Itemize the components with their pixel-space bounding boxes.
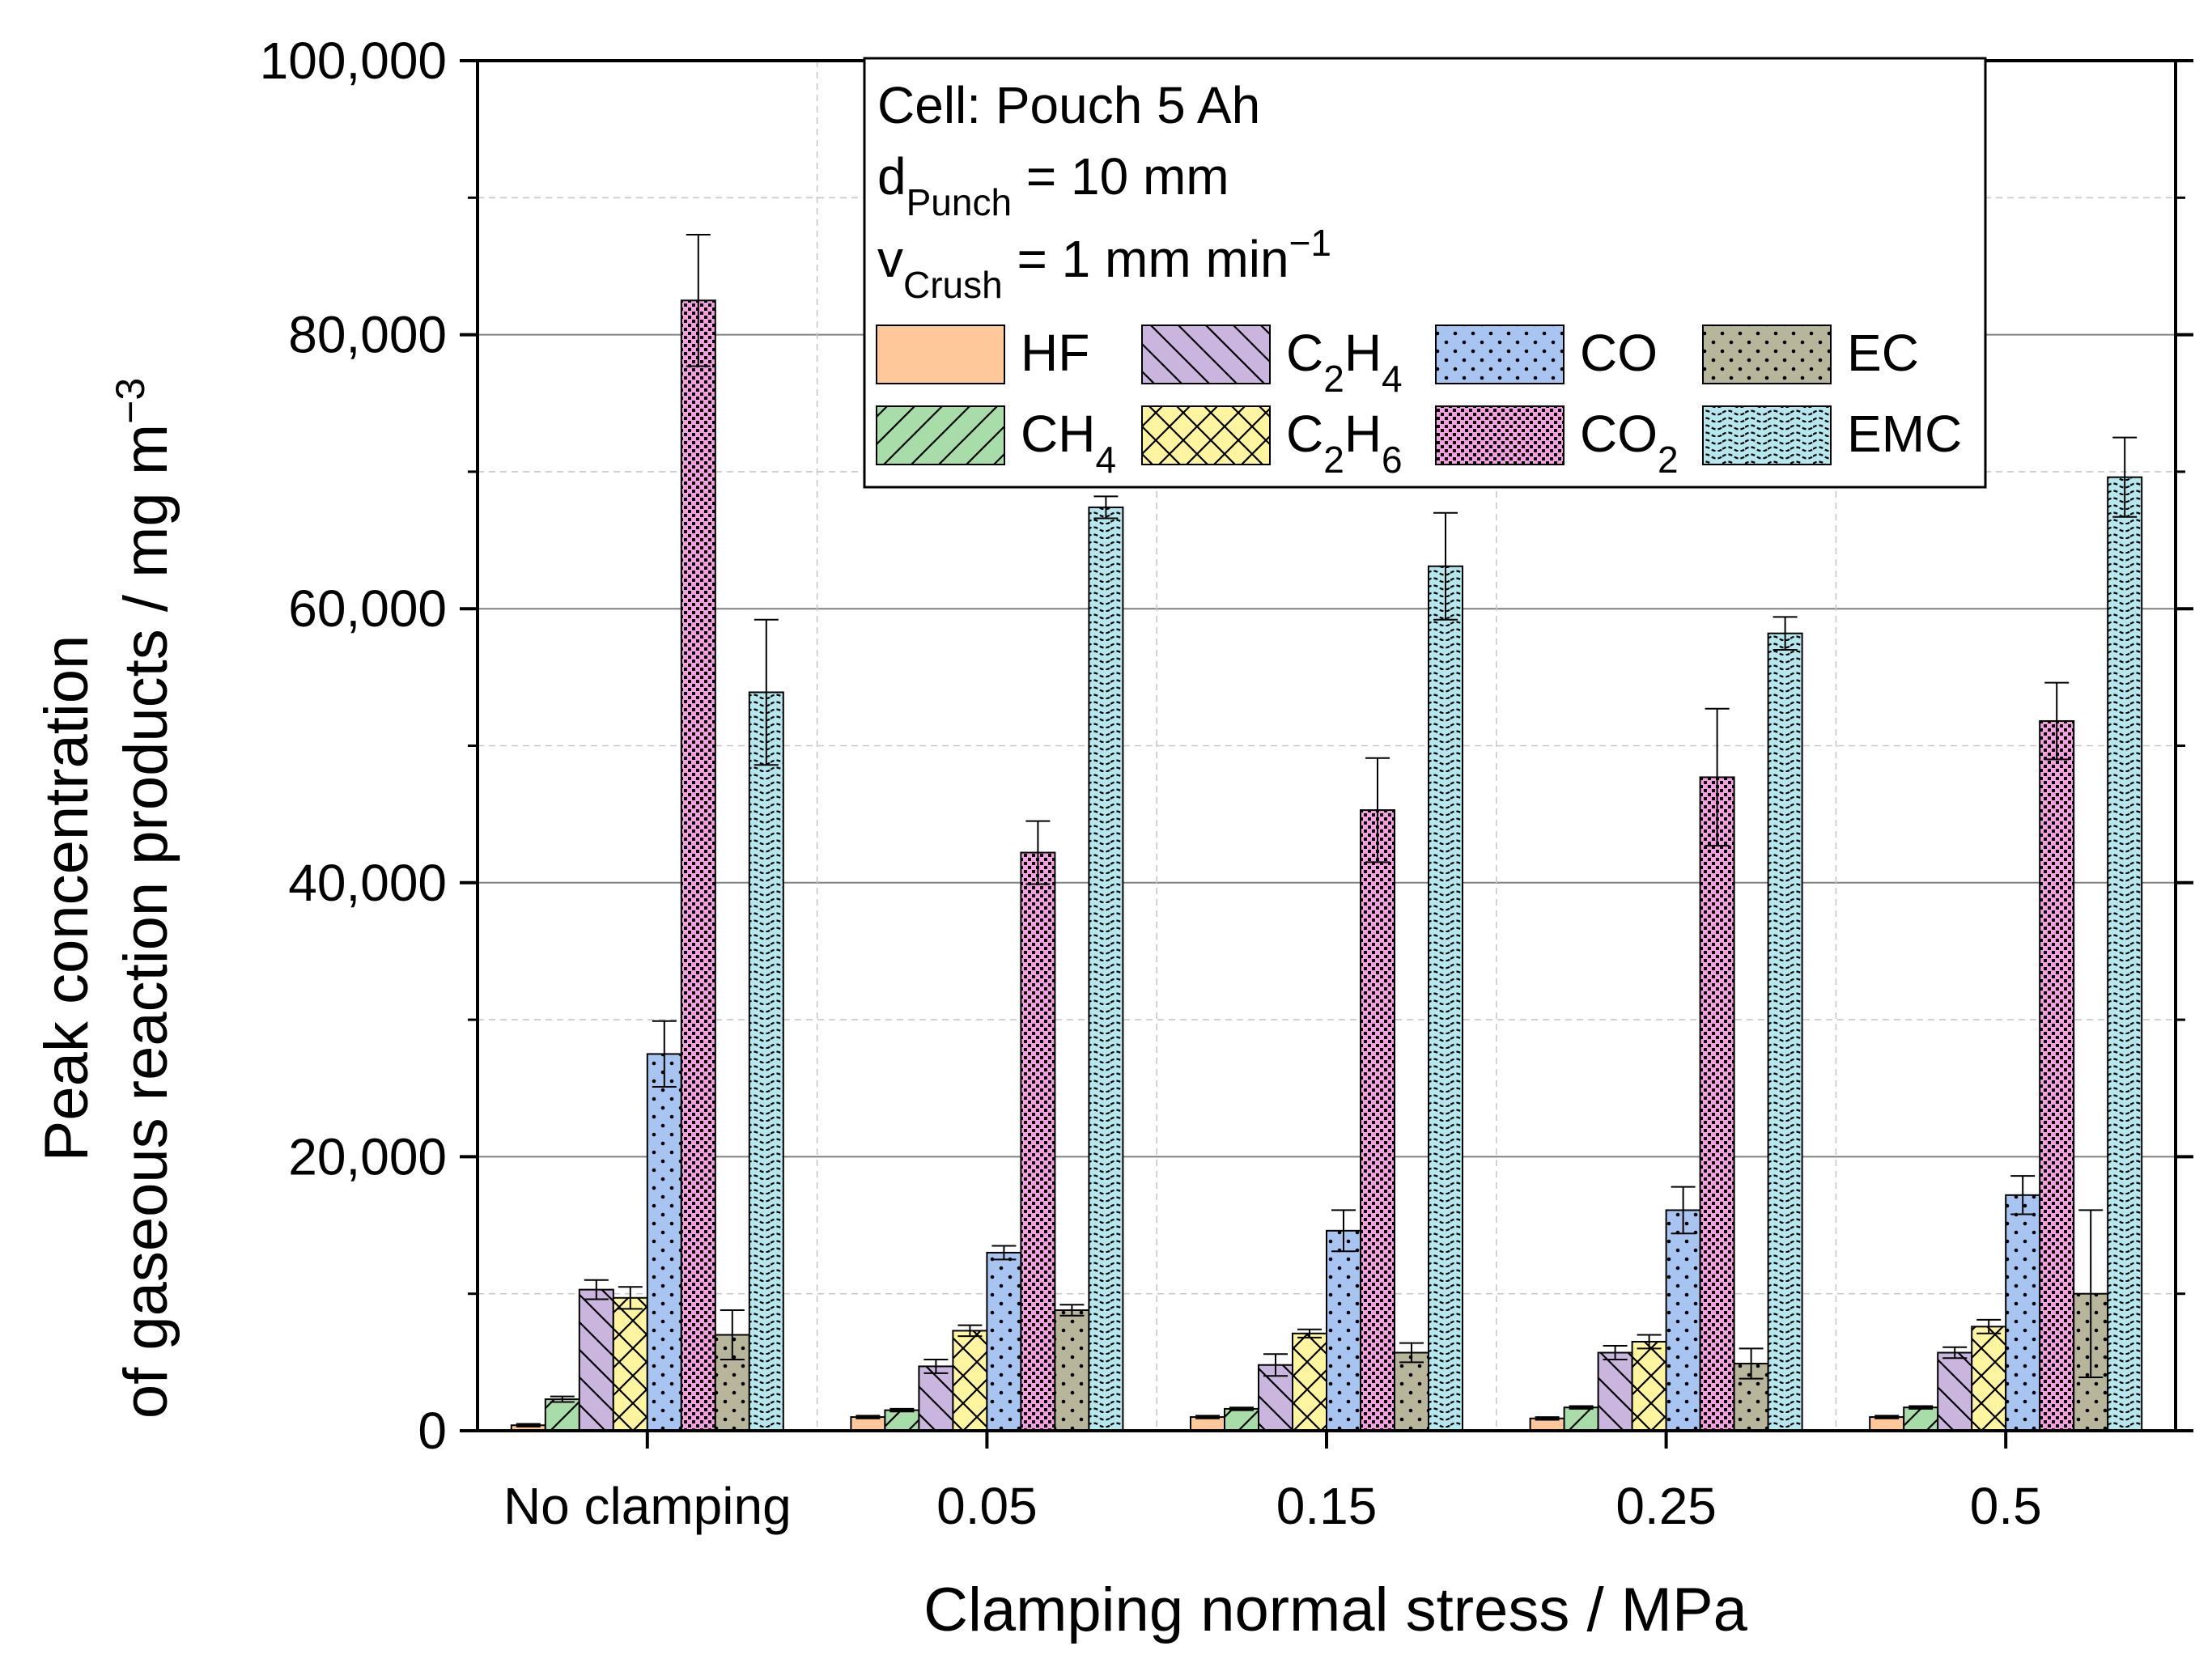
x-tick-label: 0.25	[1615, 1477, 1717, 1535]
legend-swatch-pattern-C2H6	[1142, 406, 1270, 465]
x-tick-label: 0.15	[1276, 1477, 1378, 1535]
legend-swatch-HF	[876, 325, 1005, 384]
bar-pattern-EMC-0	[749, 692, 783, 1431]
legend-label-C2H6: C2H6	[1286, 405, 1403, 481]
x-tick-label: No clamping	[503, 1477, 792, 1535]
bar-pattern-C2H6-4	[1972, 1326, 2006, 1431]
x-tick-label: 0.05	[936, 1477, 1038, 1535]
x-tick-label: 0.5	[1970, 1477, 2042, 1535]
legend-swatch-pattern-CH4	[877, 406, 1004, 465]
bar-pattern-EMC-2	[1429, 566, 1463, 1431]
bar-pattern-CO2-1	[1021, 852, 1055, 1431]
legend-label-EMC: EMC	[1847, 405, 1962, 463]
bar-pattern-C2H4-4	[1938, 1352, 1972, 1431]
y-tick-label: 80,000	[288, 306, 447, 364]
bar-pattern-CO2-4	[2040, 721, 2074, 1431]
y-tick-label: 0	[418, 1402, 447, 1460]
legend-swatch-pattern-CO2	[1436, 406, 1564, 465]
bar-pattern-C2H6-2	[1293, 1333, 1327, 1431]
legend-label-C2H4: C2H4	[1286, 324, 1403, 400]
legend-swatch-pattern-C2H4	[1142, 325, 1270, 384]
annotation-punch: dPunch = 10 mm	[877, 147, 1229, 223]
y-axis-title-line1: Peak concentration	[32, 635, 101, 1162]
bar-pattern-EMC-3	[1768, 633, 1802, 1431]
bar-pattern-CO-3	[1666, 1210, 1700, 1431]
bar-pattern-EMC-1	[1089, 507, 1123, 1432]
x-axis-title: Clamping normal stress / MPa	[923, 1576, 1748, 1644]
bar-pattern-CH4-4	[1904, 1407, 1938, 1431]
legend-swatch-pattern-EMC	[1703, 406, 1831, 465]
bar-pattern-CO-0	[647, 1054, 681, 1431]
bar-pattern-C2H6-1	[953, 1330, 987, 1431]
bar-pattern-CH4-2	[1225, 1408, 1259, 1431]
annotation-cell: Cell: Pouch 5 Ah	[877, 76, 1260, 134]
annotation-crush: vCrush = 1 mm min−1	[877, 222, 1331, 306]
legend-swatch-pattern-CO	[1436, 325, 1564, 384]
bar-pattern-CO2-2	[1361, 810, 1395, 1431]
bar-pattern-EC-2	[1395, 1352, 1429, 1431]
bar-pattern-CO-2	[1327, 1230, 1361, 1431]
bar-pattern-CH4-3	[1564, 1407, 1598, 1431]
legend-label-CH4: CH4	[1021, 405, 1116, 481]
bar-pattern-CO-1	[987, 1252, 1021, 1431]
bar-pattern-EMC-4	[2108, 477, 2142, 1431]
y-tick-label: 40,000	[288, 854, 447, 912]
bar-pattern-C2H4-0	[579, 1289, 614, 1431]
bar-pattern-CO-4	[2006, 1194, 2040, 1431]
bar-pattern-C2H4-3	[1598, 1352, 1632, 1431]
bar-pattern-C2H6-0	[613, 1297, 647, 1431]
bar-pattern-CO2-3	[1700, 777, 1734, 1431]
bar-pattern-C2H4-1	[919, 1366, 953, 1431]
bar-pattern-CH4-0	[545, 1399, 580, 1431]
bar-pattern-CH4-1	[885, 1410, 919, 1431]
y-tick-label: 20,000	[288, 1127, 447, 1186]
y-tick-label: 100,000	[260, 32, 447, 90]
bar-pattern-CO2-0	[681, 300, 715, 1431]
legend-swatch-pattern-EC	[1703, 325, 1831, 384]
y-tick-label: 60,000	[288, 579, 447, 638]
y-axis-title-line2: of gaseous reaction products / mg m−3	[108, 378, 180, 1419]
legend-label-CO: CO	[1580, 324, 1658, 382]
bar-pattern-EC-1	[1055, 1310, 1089, 1431]
legend-label-HF: HF	[1021, 324, 1089, 382]
legend-label-EC: EC	[1847, 324, 1919, 382]
legend-label-CO2: CO2	[1580, 405, 1679, 481]
bar-pattern-C2H6-3	[1632, 1341, 1666, 1431]
